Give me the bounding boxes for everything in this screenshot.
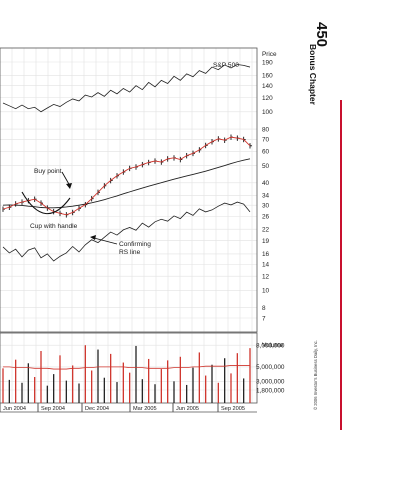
x-tick-label: Sep 2004	[41, 406, 65, 412]
volume-axis-title: Volume	[262, 342, 284, 349]
x-tick-label: Sep 2005	[221, 406, 245, 412]
price-line	[2, 136, 251, 216]
volume-layer	[2, 345, 251, 403]
price-tick-label: 140	[262, 83, 273, 90]
price-tick-label: 16	[262, 251, 270, 258]
price-tick-label: 30	[262, 202, 270, 209]
price-tick-label: 26	[262, 214, 270, 221]
x-tick-label: Mar 2005	[133, 406, 157, 412]
price-tick-label: 34	[262, 193, 270, 200]
sp500-line	[2, 64, 251, 113]
price-tick-label: 8	[262, 305, 266, 312]
volume-average-line	[3, 365, 250, 370]
copyright-notice: © 2006 Investor's Business Daily, Inc.	[313, 340, 318, 410]
axis-layer: 190 160 140 120 100 80 70 60 50 40 34 30 26 22 19 16 14 1…	[0, 59, 285, 412]
accent-rule	[340, 100, 342, 430]
cup-label: Cup with handle	[30, 223, 78, 230]
price-layer	[2, 64, 252, 262]
volume-panel-frame	[0, 332, 258, 404]
price-tick-label: 19	[262, 238, 270, 245]
price-tick-label: 40	[262, 180, 270, 187]
rs-line-arrow	[93, 237, 118, 245]
price-tick-label: 100	[262, 109, 273, 116]
moving-average-line	[2, 158, 251, 209]
buy-point-arrowhead	[66, 183, 72, 189]
price-tick-label: 7	[262, 315, 266, 322]
price-panel-frame	[0, 47, 258, 333]
sp500-label: S&P 500	[213, 62, 239, 69]
price-tick-label: 80	[262, 126, 270, 133]
price-tick-label: 12	[262, 274, 270, 281]
price-tick-label: 120	[262, 95, 273, 102]
price-tick-label: 14	[262, 262, 270, 269]
cup-outline	[21, 191, 71, 215]
x-tick-label: Dec 2004	[85, 406, 109, 412]
rs-line	[2, 201, 251, 262]
price-tick-label: 160	[262, 73, 273, 80]
price-tick-label: 70	[262, 137, 270, 144]
price-tick-label: 10	[262, 288, 270, 295]
chapter-title: Bonus Chapter	[308, 44, 318, 105]
x-tick-label: Jun 2004	[3, 406, 26, 412]
rs-line-label-1: Confirming	[119, 241, 151, 248]
price-axis-title: Price	[262, 51, 277, 58]
volume-tick-label: 3,000,000	[256, 379, 285, 386]
buy-point-label: Buy point	[34, 168, 62, 175]
rs-line-arrowhead	[90, 235, 96, 240]
price-tick-label: 60	[262, 149, 270, 156]
price-tick-label: 22	[262, 226, 270, 233]
rs-line-label-2: RS line	[119, 249, 141, 256]
volume-tick-label: 1,800,000	[256, 387, 285, 394]
x-tick-label: Jun 2005	[176, 406, 199, 412]
volume-tick-label: 8,000,000	[256, 343, 285, 350]
chart-grid	[0, 48, 257, 403]
volume-tick-label: 5,000,000	[256, 364, 285, 371]
price-tick-label: 50	[262, 163, 270, 170]
price-tick-label: 190	[262, 59, 273, 66]
